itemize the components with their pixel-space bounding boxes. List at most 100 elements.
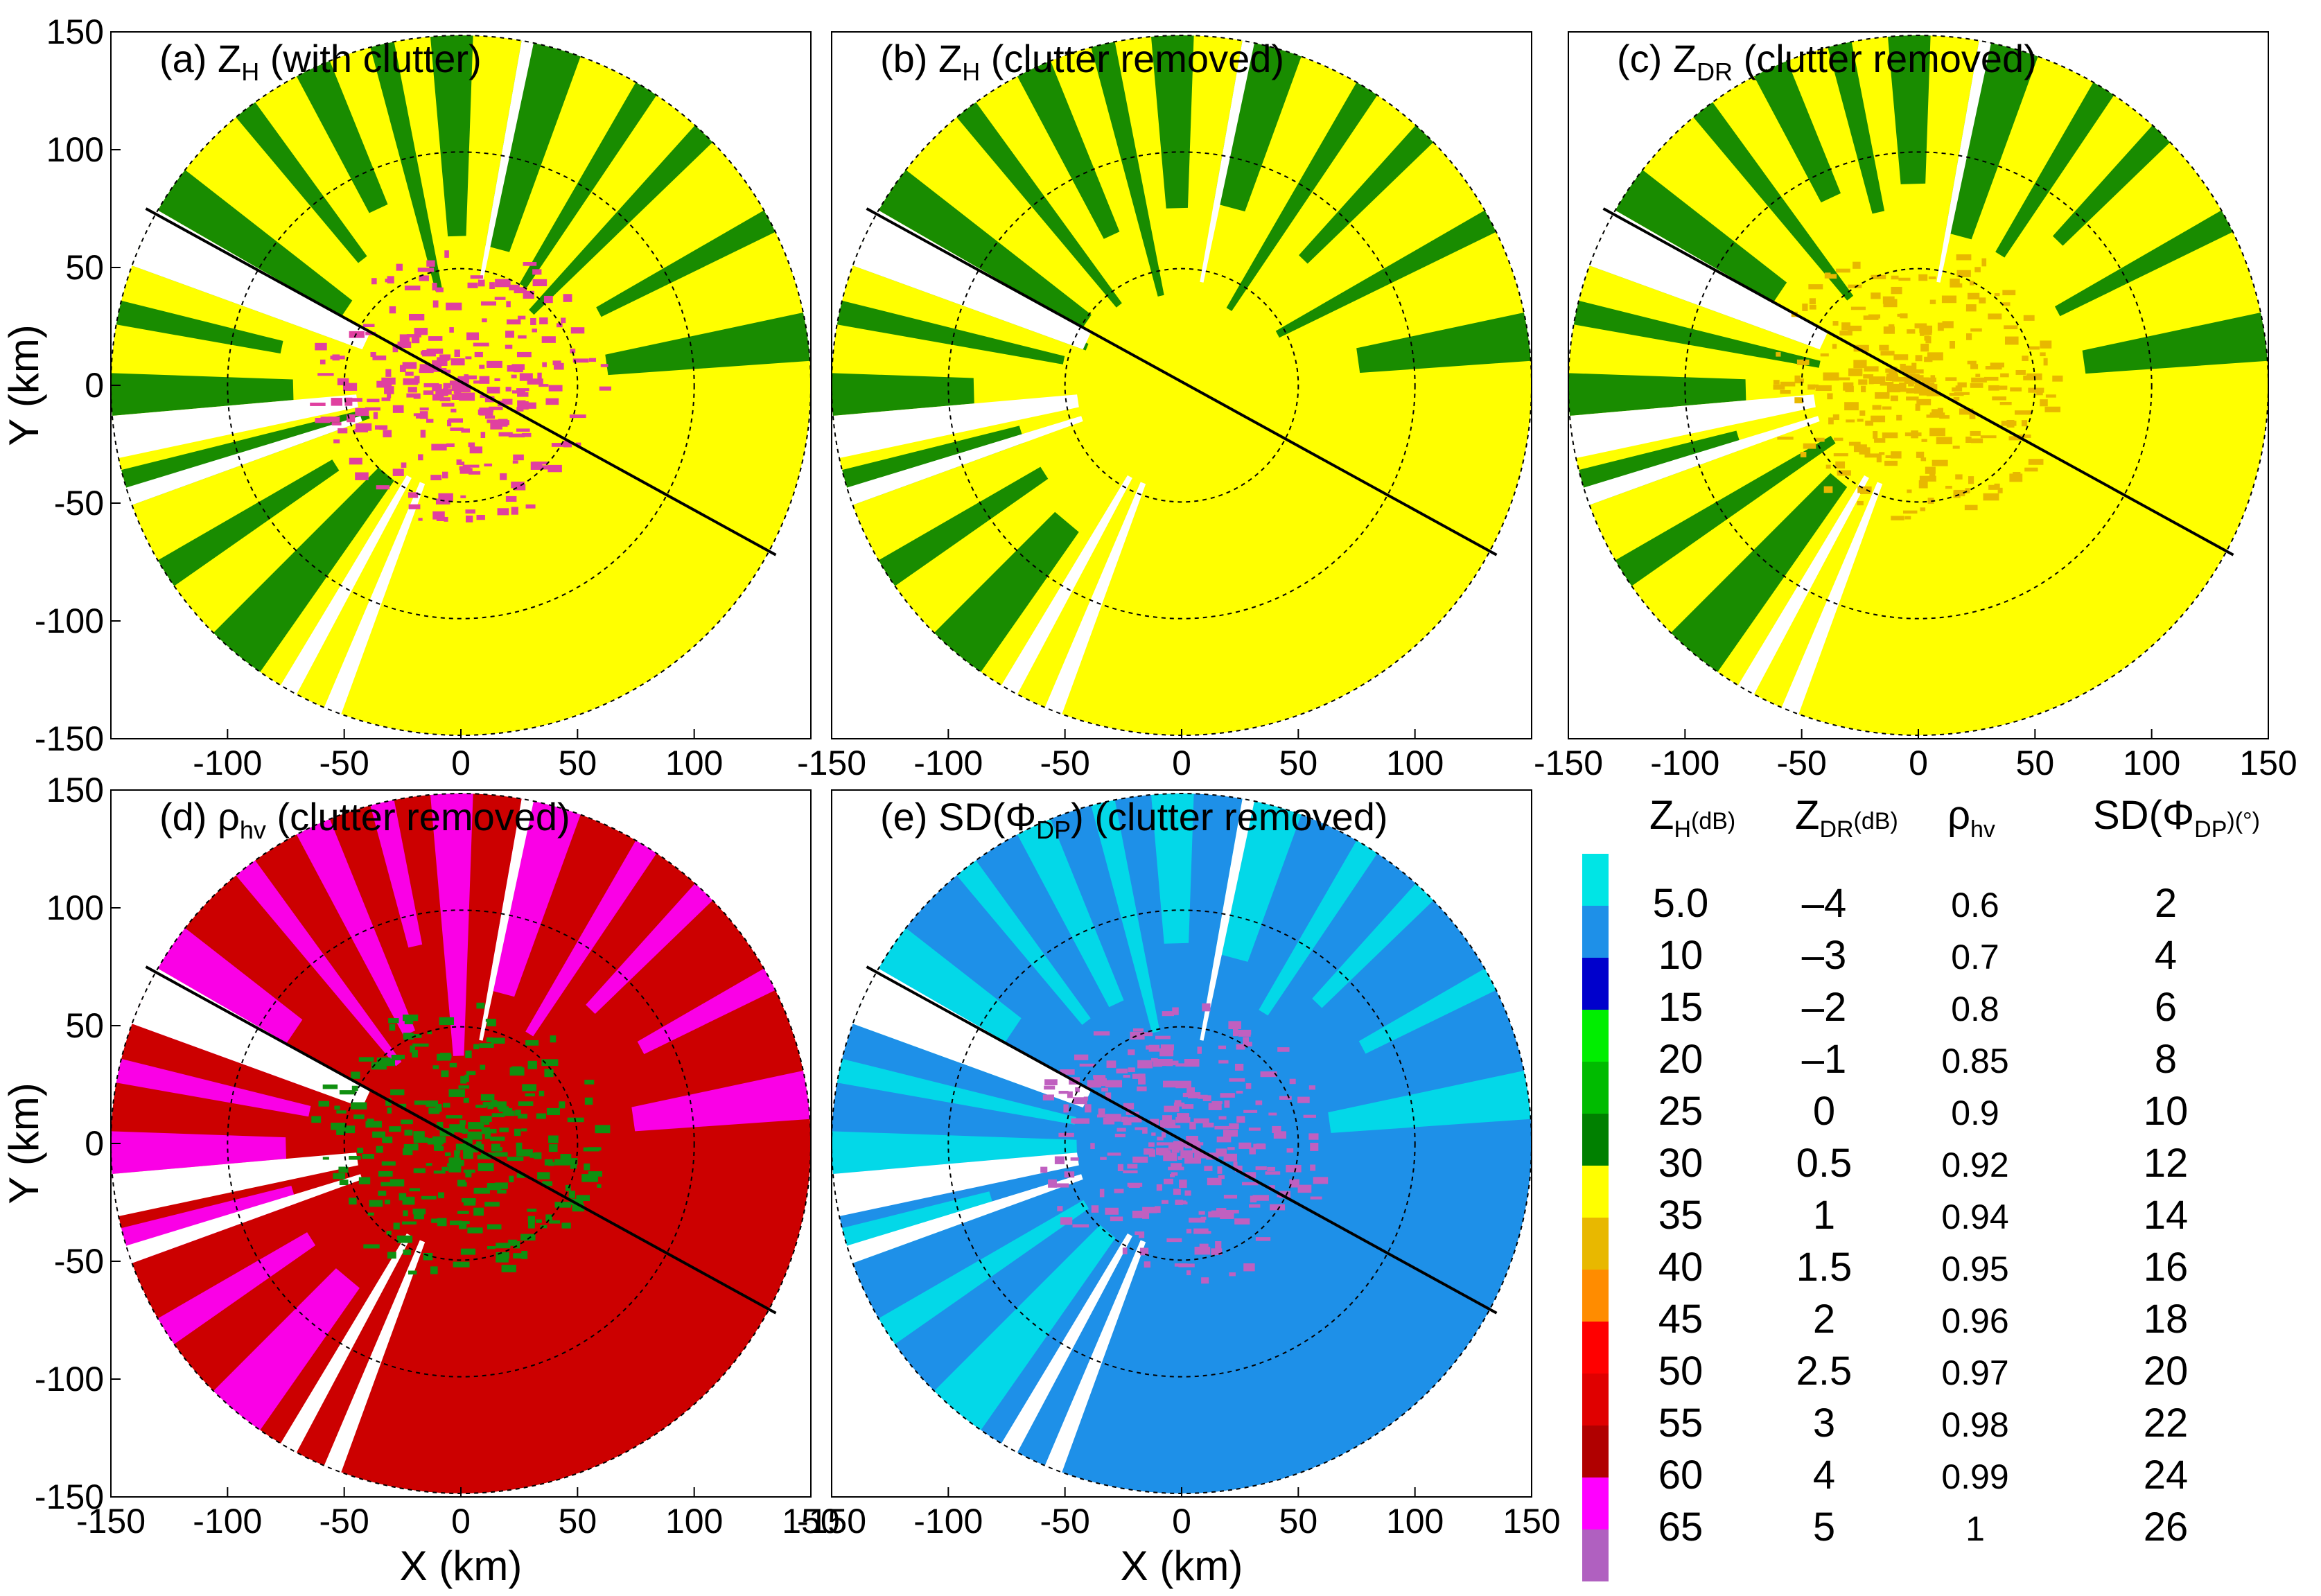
clutter-cell bbox=[1235, 1063, 1244, 1071]
clutter-cell bbox=[1128, 1049, 1135, 1055]
clutter-cell bbox=[463, 392, 469, 396]
clutter-cell bbox=[1223, 1209, 1239, 1213]
clutter-cell bbox=[1945, 486, 1952, 489]
panel-title-prefix: (d) ρ bbox=[159, 795, 240, 839]
legend-value-sdphi: 8 bbox=[2155, 1037, 2177, 1082]
clutter-cell bbox=[344, 1125, 356, 1134]
clutter-cell bbox=[1872, 405, 1882, 410]
clutter-cell bbox=[527, 378, 543, 385]
clutter-cell bbox=[519, 373, 533, 381]
beam-sector bbox=[1259, 840, 1378, 1016]
clutter-cell bbox=[1886, 385, 1901, 393]
clutter-cell bbox=[1815, 385, 1832, 391]
clutter-cell bbox=[1217, 1166, 1223, 1174]
clutter-cell bbox=[1116, 1068, 1128, 1073]
beam-sector bbox=[111, 1131, 286, 1175]
clutter-cell bbox=[414, 328, 428, 335]
clutter-cell bbox=[1988, 385, 1999, 391]
legend-value-rhohv: 0.96 bbox=[1941, 1301, 2008, 1340]
clutter-cell bbox=[487, 1183, 502, 1191]
clutter-cell bbox=[1954, 489, 1965, 497]
clutter-cell bbox=[480, 1116, 492, 1123]
clutter-cell bbox=[516, 428, 530, 432]
clutter-cell bbox=[453, 1261, 470, 1268]
clutter-cell bbox=[1234, 1218, 1250, 1225]
clutter-cell bbox=[542, 362, 547, 367]
clutter-cell bbox=[1157, 1058, 1173, 1067]
clutter-cell bbox=[1848, 284, 1862, 288]
clutter-cell bbox=[1997, 487, 2003, 493]
clutter-cell bbox=[1904, 516, 1911, 520]
clutter-cell bbox=[1177, 1156, 1182, 1160]
clutter-cell bbox=[1868, 376, 1886, 385]
clutter-cell bbox=[572, 358, 589, 363]
clutter-cell bbox=[466, 1071, 476, 1076]
clutter-cell bbox=[1073, 1097, 1087, 1105]
clutter-cell bbox=[1871, 292, 1881, 299]
clutter-cell bbox=[566, 1158, 578, 1166]
clutter-cell bbox=[516, 1142, 523, 1150]
legend-header-main: SD(Φ bbox=[2093, 793, 2194, 838]
clutter-cell bbox=[369, 1200, 383, 1207]
clutter-cell bbox=[1229, 1078, 1245, 1082]
clutter-cell bbox=[380, 1182, 391, 1186]
legend-value-zh: 35 bbox=[1658, 1193, 1703, 1238]
range-ring-50 bbox=[343, 1026, 579, 1261]
clutter-cell bbox=[527, 1209, 537, 1212]
clutter-cell bbox=[448, 1166, 462, 1173]
x-tick-label: -150 bbox=[797, 1502, 866, 1541]
clutter-cell bbox=[576, 1195, 590, 1202]
clutter-cell bbox=[434, 1146, 444, 1151]
clutter-cell bbox=[432, 394, 444, 401]
legend-header-unit: )(°) bbox=[2227, 808, 2260, 834]
beam-sector bbox=[1150, 35, 1194, 209]
clutter-cell bbox=[521, 432, 532, 437]
range-ring-50 bbox=[1064, 268, 1299, 503]
clutter-cell bbox=[1168, 1143, 1182, 1150]
clutter-cell bbox=[320, 416, 333, 420]
beam-sector bbox=[1828, 42, 1885, 214]
clutter-cell bbox=[511, 374, 517, 378]
clutter-cell bbox=[1114, 1189, 1124, 1193]
clutter-cell bbox=[1289, 1179, 1299, 1188]
clutter-cell bbox=[383, 430, 392, 438]
clutter-cell bbox=[1844, 402, 1859, 411]
range-ring-50 bbox=[1801, 268, 2036, 503]
range-ring-100 bbox=[227, 151, 695, 620]
clutter-cell bbox=[1189, 1218, 1206, 1223]
clutter-cell bbox=[516, 1173, 526, 1178]
y-axis-label: Y (km) bbox=[1, 324, 47, 446]
clutter-cell bbox=[497, 508, 509, 516]
clutter-cell bbox=[402, 1196, 415, 1205]
panel-title-prefix: (b) Z bbox=[880, 37, 962, 80]
legend-swatch bbox=[1582, 1114, 1609, 1166]
beam-sector bbox=[1568, 373, 1746, 416]
clutter-cell bbox=[506, 301, 511, 308]
range-ring-100 bbox=[947, 151, 1416, 620]
clutter-cell bbox=[1904, 376, 1916, 385]
legend-value-zdr: 2.5 bbox=[1796, 1349, 1853, 1394]
blocked-sector bbox=[1044, 482, 1146, 714]
clutter-cell bbox=[402, 1221, 417, 1225]
clutter-cell bbox=[1193, 1228, 1209, 1234]
clutter-cell bbox=[520, 1234, 536, 1241]
clutter-cell bbox=[1965, 333, 1972, 340]
beam-sector bbox=[878, 1200, 1089, 1344]
clutter-cell bbox=[1929, 299, 1936, 304]
clutter-cell bbox=[1151, 1132, 1156, 1136]
clutter-cell bbox=[490, 1128, 497, 1134]
beam-sector bbox=[2052, 125, 2171, 246]
clutter-cell bbox=[498, 432, 513, 437]
clutter-cell bbox=[2022, 356, 2029, 361]
clutter-cell bbox=[473, 1044, 480, 1050]
clutter-cell bbox=[1132, 1073, 1139, 1079]
clutter-cell bbox=[1814, 384, 1819, 388]
clutter-cell bbox=[384, 1200, 391, 1204]
legend-value-zh: 50 bbox=[1658, 1349, 1703, 1394]
clutter-cell bbox=[1794, 397, 1803, 403]
clutter-cell bbox=[525, 1040, 539, 1046]
clutter-cell bbox=[410, 1045, 415, 1053]
clutter-cell bbox=[457, 1180, 466, 1186]
x-tick-label: -100 bbox=[913, 1502, 983, 1541]
x-tick-label: -100 bbox=[1650, 744, 1719, 782]
